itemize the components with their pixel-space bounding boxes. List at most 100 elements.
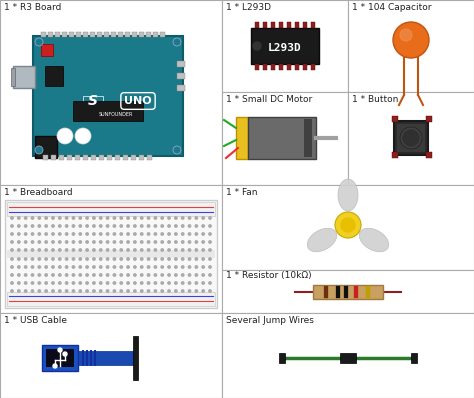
Circle shape (100, 258, 102, 260)
Bar (7, 250, 215, 258)
Circle shape (202, 241, 204, 243)
Text: 1 * 104 Capacitor: 1 * 104 Capacitor (352, 3, 431, 12)
Circle shape (174, 217, 177, 219)
Circle shape (195, 266, 198, 268)
Circle shape (188, 217, 191, 219)
Circle shape (113, 217, 116, 219)
Bar (397, 124, 425, 152)
Circle shape (59, 217, 61, 219)
Circle shape (45, 241, 47, 243)
Circle shape (161, 233, 164, 235)
Circle shape (195, 241, 198, 243)
Bar (304, 119, 312, 157)
Circle shape (168, 282, 170, 284)
Circle shape (147, 258, 150, 260)
Bar (43, 155, 48, 160)
Circle shape (72, 217, 74, 219)
Circle shape (11, 290, 13, 292)
Circle shape (52, 233, 54, 235)
Circle shape (31, 290, 34, 292)
Circle shape (86, 241, 88, 243)
Circle shape (127, 217, 129, 219)
Bar (255, 64, 259, 70)
Circle shape (202, 225, 204, 227)
Circle shape (174, 249, 177, 251)
Circle shape (127, 290, 129, 292)
Bar (279, 353, 285, 363)
Bar (90, 32, 95, 37)
Circle shape (59, 258, 61, 260)
Circle shape (52, 258, 54, 260)
Circle shape (72, 233, 74, 235)
Circle shape (79, 249, 82, 251)
Circle shape (182, 233, 184, 235)
Circle shape (18, 290, 20, 292)
Circle shape (400, 29, 412, 41)
Bar (222, 270, 474, 313)
Ellipse shape (307, 228, 337, 252)
Circle shape (182, 225, 184, 227)
Bar (62, 32, 67, 37)
Circle shape (161, 266, 164, 268)
Circle shape (11, 217, 13, 219)
Circle shape (202, 282, 204, 284)
Circle shape (140, 266, 143, 268)
Circle shape (161, 225, 164, 227)
Circle shape (100, 266, 102, 268)
Circle shape (106, 274, 109, 276)
Bar (131, 155, 136, 160)
Circle shape (72, 290, 74, 292)
Circle shape (134, 274, 136, 276)
Circle shape (120, 241, 122, 243)
Circle shape (202, 274, 204, 276)
Circle shape (134, 266, 136, 268)
Circle shape (79, 241, 82, 243)
Circle shape (79, 233, 82, 235)
Bar (33, 36, 183, 156)
Bar (324, 286, 328, 298)
Circle shape (100, 241, 102, 243)
Text: 1 * Fan: 1 * Fan (226, 188, 257, 197)
Circle shape (52, 290, 54, 292)
Circle shape (65, 274, 68, 276)
Bar (75, 155, 80, 160)
Circle shape (127, 258, 129, 260)
Circle shape (79, 258, 82, 260)
Bar (5, 200, 217, 308)
Circle shape (38, 217, 40, 219)
Text: Several Jump Wires: Several Jump Wires (226, 316, 314, 325)
Circle shape (86, 274, 88, 276)
Circle shape (147, 282, 150, 284)
Circle shape (25, 233, 27, 235)
Circle shape (182, 290, 184, 292)
Circle shape (140, 249, 143, 251)
Circle shape (25, 282, 27, 284)
Bar (426, 116, 432, 122)
Circle shape (113, 233, 116, 235)
Bar (123, 155, 128, 160)
Bar (344, 286, 348, 298)
Bar (99, 155, 104, 160)
Bar (153, 32, 158, 37)
Circle shape (72, 274, 74, 276)
Circle shape (140, 282, 143, 284)
Circle shape (120, 225, 122, 227)
Circle shape (65, 217, 68, 219)
Bar (51, 155, 56, 160)
Circle shape (113, 241, 116, 243)
Circle shape (45, 266, 47, 268)
Circle shape (93, 241, 95, 243)
Circle shape (38, 225, 40, 227)
Circle shape (31, 241, 34, 243)
Circle shape (45, 274, 47, 276)
Bar (139, 32, 144, 37)
Circle shape (45, 225, 47, 227)
Circle shape (147, 217, 150, 219)
Bar (11, 68, 15, 86)
Circle shape (18, 249, 20, 251)
Bar (222, 185, 474, 270)
Circle shape (93, 266, 95, 268)
Circle shape (335, 212, 361, 238)
Text: S: S (88, 94, 98, 108)
Circle shape (25, 258, 27, 260)
